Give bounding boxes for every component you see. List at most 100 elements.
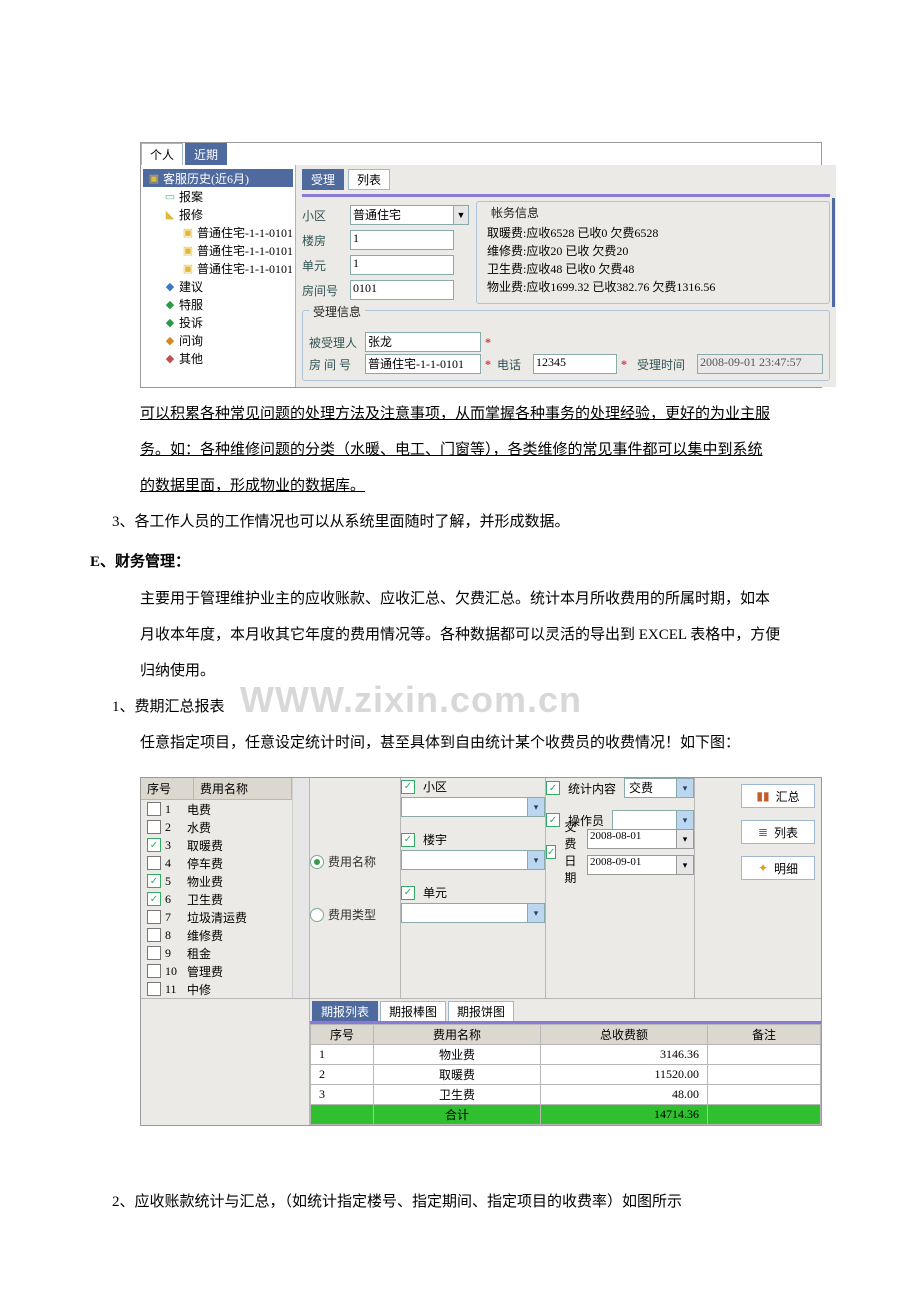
screenshot-2: 序号 费用名称 1电费2水费✓3取暖费4停车费✓5物业费✓6卫生费7垃圾清运费8… xyxy=(140,777,822,1126)
fee-row[interactable]: 1电费 xyxy=(141,800,292,818)
dropdown-icon[interactable]: ▾ xyxy=(528,797,545,817)
tree-item[interactable]: 普通住宅-1-1-0101 xyxy=(197,242,293,259)
tree-item[interactable]: 问询 xyxy=(179,332,203,349)
unit-dd[interactable] xyxy=(401,903,528,923)
grid-head-amount: 总收费额 xyxy=(541,1025,708,1045)
folder-icon: ▣ xyxy=(181,226,195,239)
fee-row[interactable]: 4停车费 xyxy=(141,854,292,872)
area-dd[interactable] xyxy=(401,797,528,817)
nav-tree[interactable]: ▣ 客服历史(近6月) ▭报案 ◣报修 ▣普通住宅-1-1-0101 ▣普通住宅… xyxy=(141,165,296,387)
fee-row[interactable]: 11中修 xyxy=(141,980,292,998)
checkbox-icon[interactable] xyxy=(147,910,161,924)
scrollbar[interactable] xyxy=(292,778,309,998)
location-panel: ✓小区 ▾ ✓楼宇 ▾ ✓单元 ▾ xyxy=(401,778,546,998)
radio-fee-type[interactable]: 费用类型 xyxy=(310,906,400,923)
detail-icon: ✦ xyxy=(758,861,768,876)
building-dd[interactable] xyxy=(401,850,528,870)
tab-list[interactable]: 列表 xyxy=(348,169,390,190)
section-heading: E、财务管理： xyxy=(90,550,830,571)
checkbox-icon[interactable]: ✓ xyxy=(401,833,415,847)
fee-row[interactable]: 7垃圾清运费 xyxy=(141,908,292,926)
checkbox-icon[interactable]: ✓ xyxy=(147,838,161,852)
fee-row-name: 卫生费 xyxy=(187,891,223,908)
report-tab-pie[interactable]: 期报饼图 xyxy=(448,1001,514,1021)
checkbox-icon[interactable]: ✓ xyxy=(546,781,560,795)
operator-dd[interactable] xyxy=(612,810,677,830)
list-icon: ≣ xyxy=(758,825,768,840)
tab-personal[interactable]: 个人 xyxy=(141,143,183,165)
detail-button[interactable]: ✦明细 xyxy=(741,856,815,880)
fee-row-name: 取暖费 xyxy=(187,837,223,854)
roomno-input[interactable]: 普通住宅-1-1-0101 xyxy=(365,354,481,374)
label-unit: 单元 xyxy=(302,257,350,274)
checkbox-icon[interactable] xyxy=(147,928,161,942)
list-button[interactable]: ≣列表 xyxy=(741,820,815,844)
checkbox-icon[interactable] xyxy=(147,982,161,996)
fee-row-name: 维修费 xyxy=(187,927,223,944)
checkbox-icon[interactable]: ✓ xyxy=(147,892,161,906)
dropdown-icon[interactable]: ▾ xyxy=(528,850,545,870)
checkbox-icon[interactable] xyxy=(147,946,161,960)
label-roomno: 房 间 号 xyxy=(309,356,361,373)
checkbox-icon[interactable]: ✓ xyxy=(546,845,556,859)
file-icon: ▭ xyxy=(163,190,177,203)
date-from[interactable]: 2008-08-01 xyxy=(587,829,677,849)
checkbox-icon[interactable] xyxy=(147,964,161,978)
radio-fee-name[interactable]: 费用名称 xyxy=(310,853,400,870)
tree-item[interactable]: 普通住宅-1-1-0101 xyxy=(197,260,293,277)
fee-row[interactable]: 8维修费 xyxy=(141,926,292,944)
tree-item[interactable]: 特服 xyxy=(179,296,203,313)
room-input[interactable]: 0101 xyxy=(350,280,454,300)
label-room: 房间号 xyxy=(302,282,350,299)
fee-row[interactable]: ✓6卫生费 xyxy=(141,890,292,908)
dropdown-icon[interactable]: ▼ xyxy=(454,205,469,225)
dropdown-icon[interactable]: ▾ xyxy=(677,778,694,798)
area-select[interactable]: 普通住宅 xyxy=(350,205,454,225)
summary-button[interactable]: ▮▮汇总 xyxy=(741,784,815,808)
unit-input[interactable]: 1 xyxy=(350,255,454,275)
date-to[interactable]: 2008-09-01 xyxy=(587,855,677,875)
checkbox-icon[interactable] xyxy=(147,820,161,834)
checkbox-icon[interactable]: ✓ xyxy=(401,780,415,794)
tab-accept[interactable]: 受理 xyxy=(302,169,344,190)
paragraph: 月收本年度，本月收其它年度的费用情况等。各种数据都可以灵活的导出到 EXCEL … xyxy=(140,617,830,653)
tree-item[interactable]: 普通住宅-1-1-0101 xyxy=(197,224,293,241)
fee-row-num: 1 xyxy=(165,802,187,817)
tree-item[interactable]: 报修 xyxy=(179,206,203,223)
tree-item[interactable]: 其他 xyxy=(179,350,203,367)
tree-item[interactable]: 投诉 xyxy=(179,314,203,331)
fee-row[interactable]: ✓5物业费 xyxy=(141,872,292,890)
checkbox-icon[interactable] xyxy=(147,802,161,816)
checkbox-icon[interactable]: ✓ xyxy=(401,886,415,900)
statcontent-dd[interactable]: 交费 xyxy=(624,778,677,798)
checkbox-icon[interactable]: ✓ xyxy=(546,813,560,827)
tree-item[interactable]: 建议 xyxy=(179,278,203,295)
fee-row[interactable]: 2水费 xyxy=(141,818,292,836)
fee-row[interactable]: ✓3取暖费 xyxy=(141,836,292,854)
report-tab-list[interactable]: 期报列表 xyxy=(312,1001,378,1021)
phone-input[interactable]: 12345 xyxy=(533,354,617,374)
building-input[interactable]: 1 xyxy=(350,230,454,250)
folder-icon: ▣ xyxy=(147,172,161,185)
fee-row-num: 8 xyxy=(165,928,187,943)
label-time: 受理时间 xyxy=(637,356,693,373)
fee-row[interactable]: 9租金 xyxy=(141,944,292,962)
tab-recent[interactable]: 近期 xyxy=(185,143,227,165)
person-input[interactable]: 张龙 xyxy=(365,332,481,352)
dropdown-icon[interactable]: ▾ xyxy=(677,810,694,830)
report-grid: 序号 费用名称 总收费额 备注 1物业费3146.362取暖费11520.003… xyxy=(310,1024,821,1125)
dropdown-icon[interactable]: ▾ xyxy=(528,903,545,923)
calendar-icon[interactable]: ▾ xyxy=(677,855,694,875)
fee-row-name: 垃圾清运费 xyxy=(187,909,247,926)
paragraph: 1、费期汇总报表 xyxy=(112,689,830,725)
fee-row[interactable]: 10管理费 xyxy=(141,962,292,980)
calendar-icon[interactable]: ▾ xyxy=(677,829,694,849)
checkbox-icon[interactable] xyxy=(147,856,161,870)
form-panel: 受理 列表 小区 普通住宅▼ 楼房 1 xyxy=(296,165,836,387)
account-legend: 帐务信息 xyxy=(487,204,543,222)
tree-item[interactable]: 报案 xyxy=(179,188,203,205)
checkbox-icon[interactable]: ✓ xyxy=(147,874,161,888)
report-tab-bar[interactable]: 期报棒图 xyxy=(380,1001,446,1021)
grid-head-remark: 备注 xyxy=(708,1025,821,1045)
tree-root[interactable]: ▣ 客服历史(近6月) xyxy=(143,169,293,187)
